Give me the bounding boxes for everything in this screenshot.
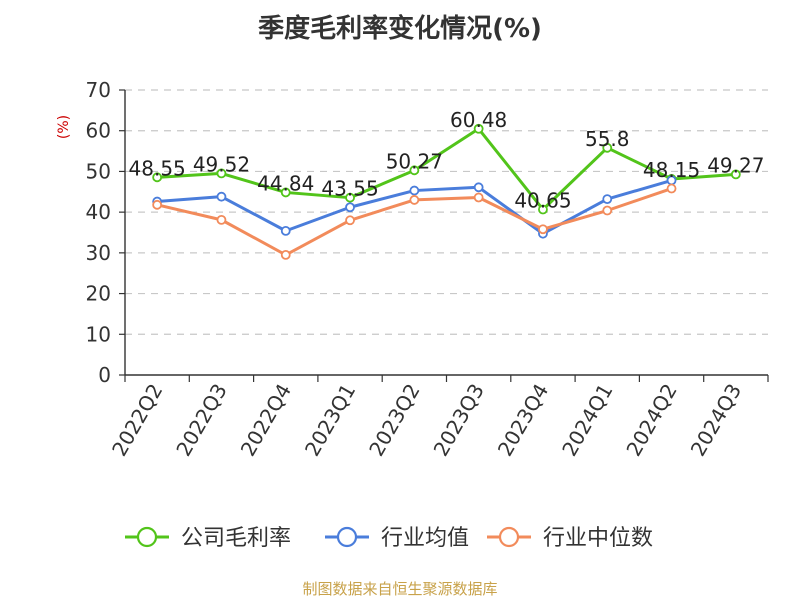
legend-marker [498,526,520,548]
legend-marker [336,526,358,548]
data-point [473,192,484,203]
data-point [730,169,741,180]
data-point [152,199,163,210]
data-point [345,202,355,213]
data-point [280,249,291,260]
data-point [216,214,227,225]
legend-label: 公司毛利率 [181,526,291,551]
data-point [602,142,613,153]
y-tick-label: 70 [86,78,111,102]
x-tick-label: 2023Q3 [429,380,489,461]
y-tick-label: 30 [86,241,111,265]
data-point [345,192,355,203]
data-label: 40.65 [514,188,571,212]
legend-label: 行业中位数 [543,526,653,551]
data-labels: 48.55 49.52 44.84 43.55 50.27 60.48 40.65 55.8 4… [129,108,765,213]
x-tick-label: 2023Q2 [364,380,424,461]
series-lines [152,123,741,260]
data-label: 48.55 [129,156,186,180]
chart-title: 季度毛利率变化情况(%) [258,14,542,44]
y-tick-label: 40 [86,200,111,224]
y-tick-label: 50 [86,159,111,183]
legend: 公司毛利率 行业均值 行业中位数 [125,526,653,551]
data-point [538,204,548,215]
source-note: 制图数据来自恒生聚源数据库 [302,580,498,598]
x-tick-label: 2022Q4 [236,380,296,461]
data-point [409,165,420,176]
data-point [152,172,163,183]
data-point [473,182,484,193]
data-point [280,225,291,236]
y-axis-unit: (%) [56,115,72,139]
data-point [345,215,355,226]
data-point [602,205,613,216]
data-label: 60.48 [450,108,507,132]
data-label: 43.55 [321,177,378,201]
legend-label: 行业均值 [381,526,469,551]
data-point [216,191,227,202]
data-label: 49.52 [193,152,250,176]
y-tick-label: 0 [98,363,111,387]
y-tick-label: 20 [86,282,111,306]
data-label: 50.27 [386,149,443,173]
data-point [409,185,420,196]
x-tick-label: 2023Q1 [300,380,360,461]
data-point [602,194,613,205]
data-point [473,123,484,134]
data-label: 48.15 [643,158,700,182]
x-tick-label: 2022Q3 [171,380,231,461]
grid-lines [125,89,768,335]
x-tick-label: 2022Q2 [107,380,167,461]
data-point [409,195,420,205]
y-tick-label: 60 [86,119,111,143]
data-point [216,168,227,179]
y-tick-label: 10 [86,322,111,346]
x-tick-label: 2024Q1 [557,380,617,461]
data-point [280,187,291,198]
x-tick-label: 2024Q2 [621,380,681,461]
x-tick-label: 2024Q3 [686,380,746,461]
data-label: 44.84 [257,171,314,195]
series-line [157,127,736,211]
legend-marker [136,526,158,548]
data-label: 55.8 [585,127,630,151]
data-point [538,224,548,235]
data-label: 49.27 [707,153,764,177]
data-point [666,183,677,194]
x-tick-label: 2023Q4 [493,380,553,461]
